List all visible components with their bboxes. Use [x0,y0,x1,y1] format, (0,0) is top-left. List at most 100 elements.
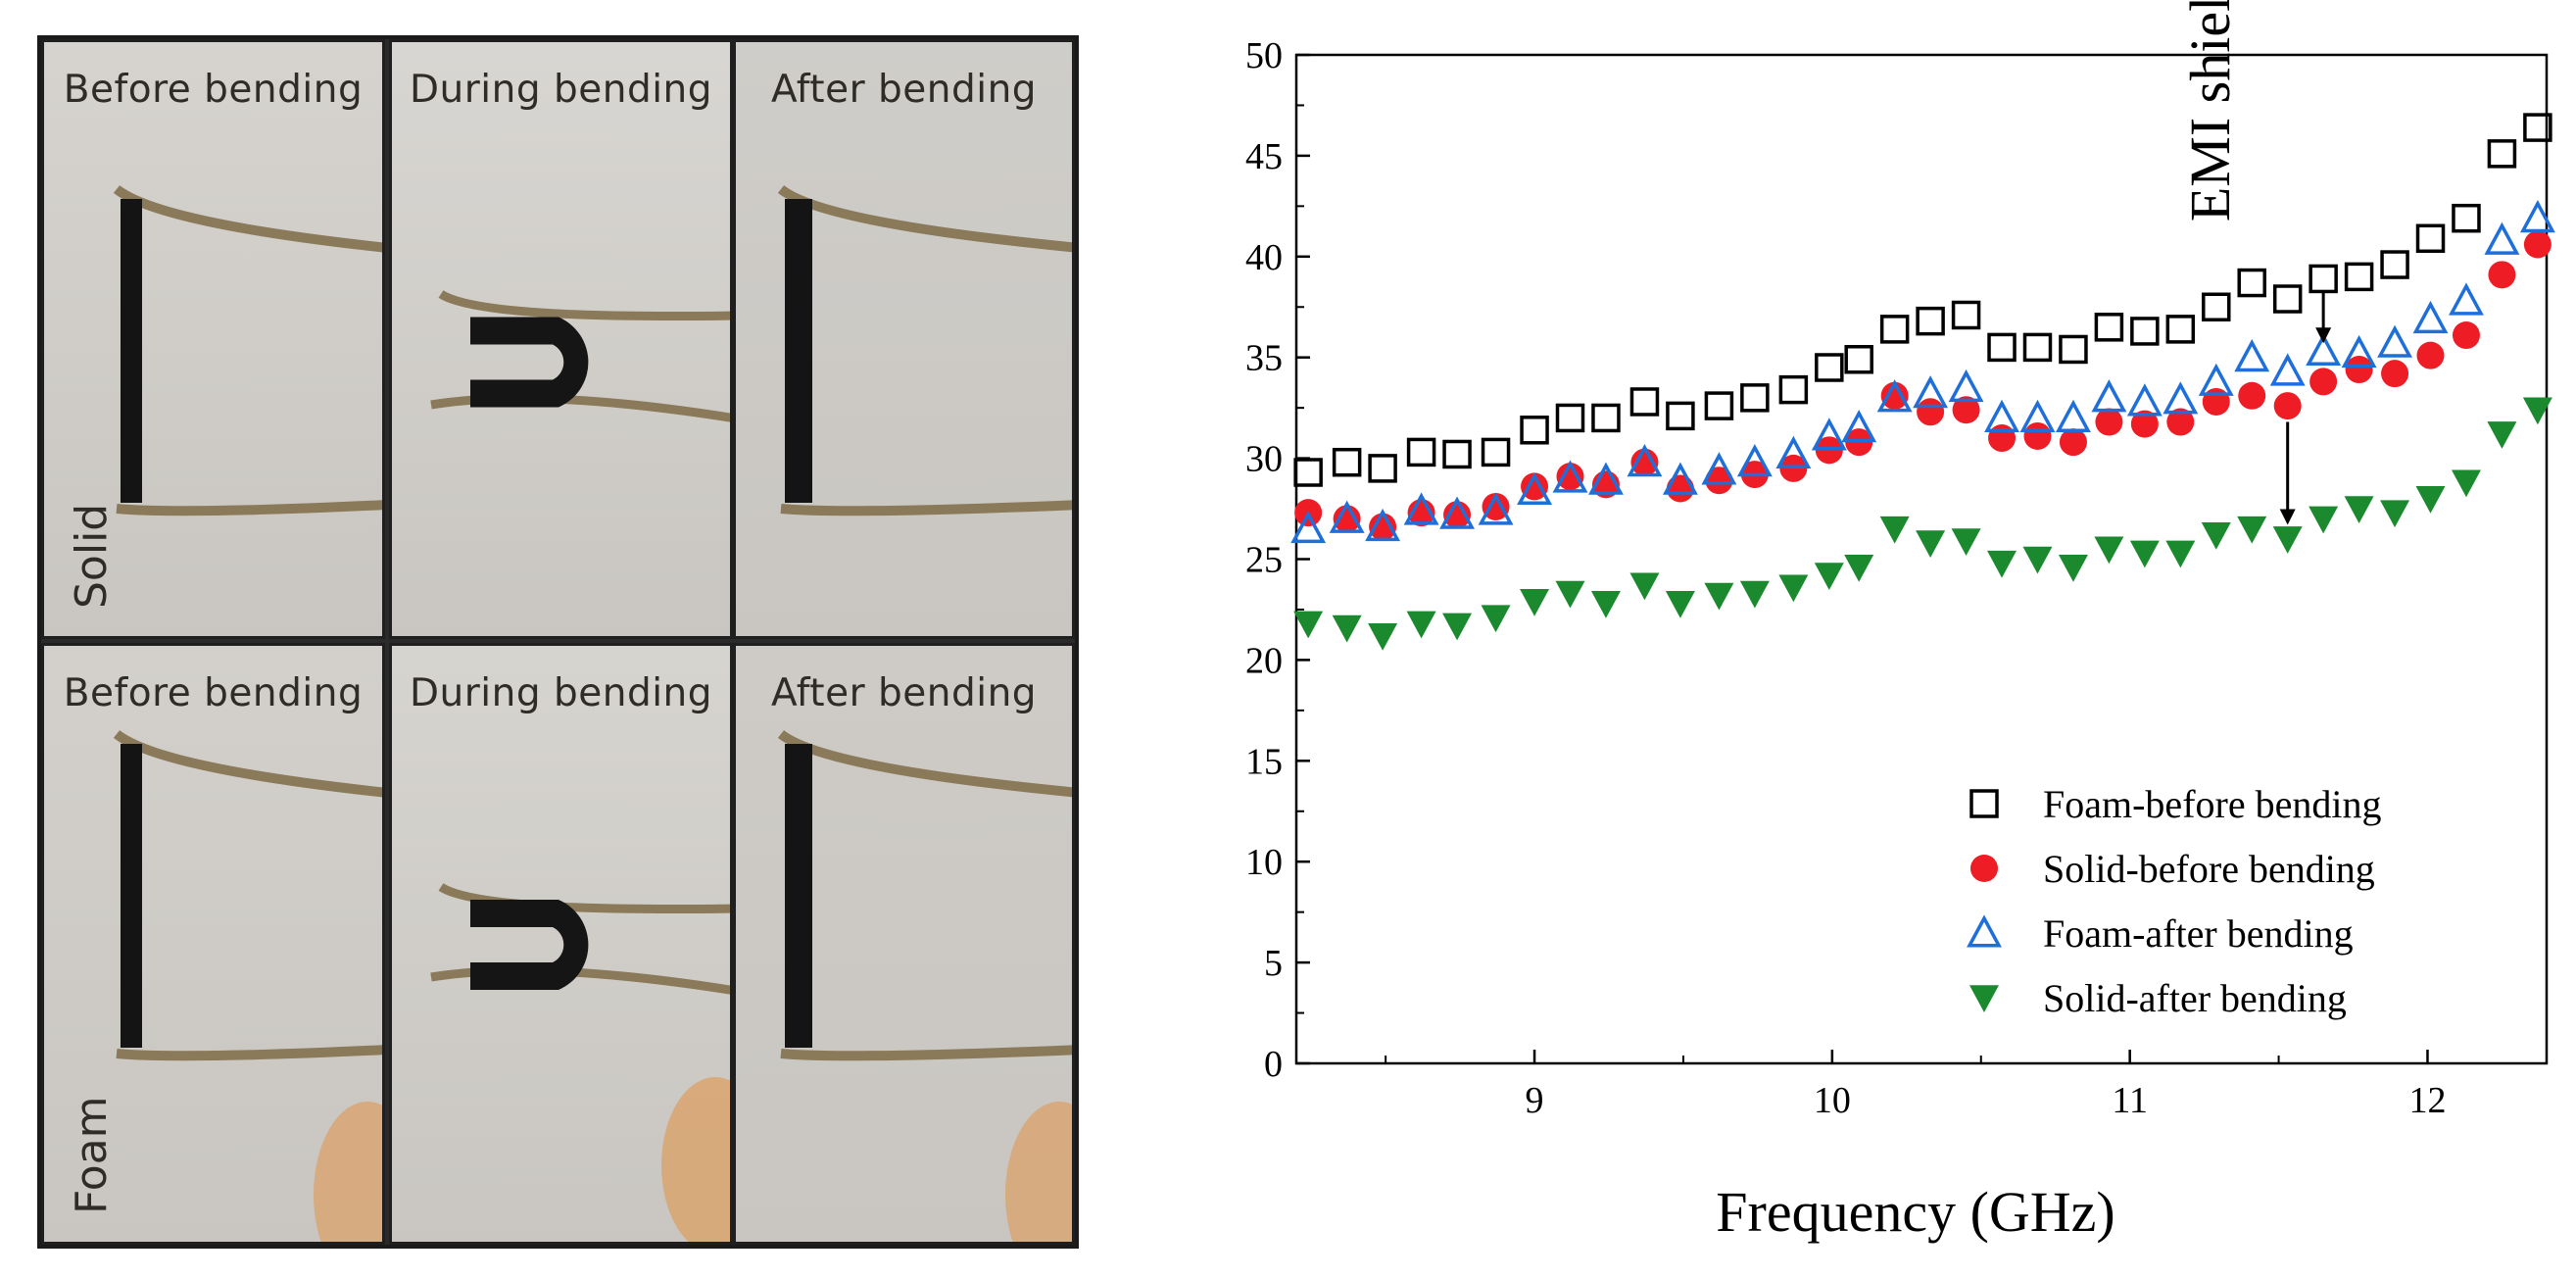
data-point-solid-after-bending [2165,540,2196,568]
data-point-solid-after-bending [2129,540,2160,568]
data-point-foam-before-bending [1815,353,1844,382]
emi-shielding-chart: 0 5 10 15 20 25 30 35 40 45 50 9 10 11 12 Foam-before b… [1245,0,2555,1244]
data-point-foam-after-bending [1948,369,1984,403]
data-point-solid-before-bending [2059,428,2087,457]
photo-cell-title: During bending [409,671,713,715]
data-point-foam-after-bending [1403,492,1439,525]
sample-clip-image [777,729,1072,1242]
data-point-solid-before-bending [2381,360,2409,388]
data-point-foam-after-bending [2412,300,2449,334]
y-tick-label: 20 [1245,640,1283,681]
data-point-foam-after-bending [1478,492,1514,525]
data-point-foam-after-bending [1517,471,1552,506]
data-point-solid-before-bending [1556,463,1584,491]
legend-label: Solid-before bending [2043,847,2375,891]
data-point-foam-before-bending [2059,334,2088,365]
data-point-foam-before-bending [2272,284,2303,314]
photo-cell-foam-2: During bending [389,643,733,1245]
data-point-foam-before-bending [2130,317,2160,346]
data-point-solid-after-bending [1987,550,2017,578]
data-point-solid-after-bending [2344,496,2374,524]
legend-marker [1967,914,2002,948]
photo-cell-solid-2: During bending [389,39,733,639]
data-point-solid-before-bending [1333,505,1361,533]
x-axis-label: Frequency (GHz) [1716,1180,2114,1244]
data-point-foam-before-bending [2344,262,2374,292]
data-point-foam-before-bending [1629,387,1660,417]
data-point-foam-before-bending [1704,391,1734,420]
plot-area: 0 5 10 15 20 25 30 35 40 45 50 9 10 11 12 Foam-before b… [1245,35,2555,1121]
data-point-solid-after-bending [1879,516,1910,544]
legend-marker [1969,985,1999,1012]
data-point-foam-after-bending [1984,399,2019,432]
data-point-foam-before-bending [1481,437,1511,467]
data-point-solid-after-bending [1916,530,1946,559]
sample-clip-image [430,883,730,1242]
data-point-solid-after-bending [1739,580,1770,609]
data-point-foam-before-bending [1555,403,1585,433]
data-point-solid-after-bending [2022,546,2053,574]
data-point-foam-after-bending [1701,452,1737,485]
data-point-foam-before-bending [2165,315,2196,344]
data-point-solid-before-bending [1988,424,2017,453]
data-point-solid-after-bending [1555,580,1585,609]
data-point-foam-before-bending [1844,345,1873,374]
data-point-foam-after-bending [1841,410,1877,443]
data-point-foam-after-bending [1913,375,1949,409]
data-point-foam-after-bending [1876,379,1913,413]
data-point-foam-before-bending [1951,300,1981,330]
legend-marker [1969,789,1999,818]
photo-cell-title: After bending [770,68,1038,112]
sample-clip-image [113,729,382,1242]
x-tick-label: 10 [1814,1080,1851,1121]
data-point-foam-before-bending [1987,332,2017,363]
data-point-solid-after-bending [1778,574,1809,603]
data-point-foam-before-bending [1916,306,1945,336]
data-point-foam-before-bending [2202,292,2231,321]
data-point-foam-after-bending [2449,282,2484,316]
data-point-solid-after-bending [1368,622,1398,651]
legend-marker [1970,855,1998,882]
y-tick-label: 35 [1245,338,1283,379]
data-point-foam-after-bending [2234,339,2270,372]
data-point-solid-after-bending [2201,522,2231,550]
data-point-solid-after-bending [1590,591,1621,618]
data-point-solid-after-bending [2237,516,2267,544]
data-point-solid-before-bending [1369,513,1397,541]
photo-cell-title: Before bending [63,68,364,112]
x-tick-label: 12 [2408,1080,2446,1121]
data-point-solid-after-bending [1520,588,1550,616]
data-point-foam-after-bending [2341,334,2377,369]
data-point-foam-before-bending [2523,113,2552,142]
data-point-foam-after-bending [1775,435,1812,468]
bending-photo-grid: Before bending Solid During bending After b… [37,35,1079,1249]
data-point-foam-after-bending [2377,324,2412,358]
data-point-solid-before-bending [1917,398,1945,426]
sample-clip-image [113,184,382,516]
data-point-solid-before-bending [2130,410,2159,438]
data-point-solid-before-bending [1521,472,1549,501]
legend-label: Foam-after bending [2043,911,2354,956]
data-point-foam-after-bending [1290,510,1327,544]
data-point-foam-after-bending [2519,200,2555,233]
y-tick-label: 10 [1245,842,1283,883]
data-point-solid-after-bending [2309,506,2339,534]
y-axis-label: EMI shielding (dB) [2178,0,2242,221]
data-point-solid-before-bending [2095,408,2123,436]
sample-clip-image [777,184,1072,516]
data-point-solid-after-bending [2522,397,2552,425]
data-point-foam-after-bending [2091,379,2127,413]
photo-cell-title: During bending [409,68,713,112]
data-point-foam-before-bending [2415,223,2446,254]
photo-cell-title: Before bending [63,671,364,715]
annotation-arrow-head [2279,509,2296,525]
data-point-foam-after-bending [2163,381,2199,415]
data-point-foam-after-bending [2019,399,2056,432]
photo-cell-title: After bending [770,671,1038,715]
plot-frame [1294,53,2549,1065]
data-point-solid-after-bending [1332,614,1362,643]
data-point-foam-before-bending [1368,454,1397,483]
data-point-foam-before-bending [1332,447,1362,477]
data-point-solid-after-bending [1814,563,1844,590]
data-point-solid-before-bending [2202,387,2230,416]
